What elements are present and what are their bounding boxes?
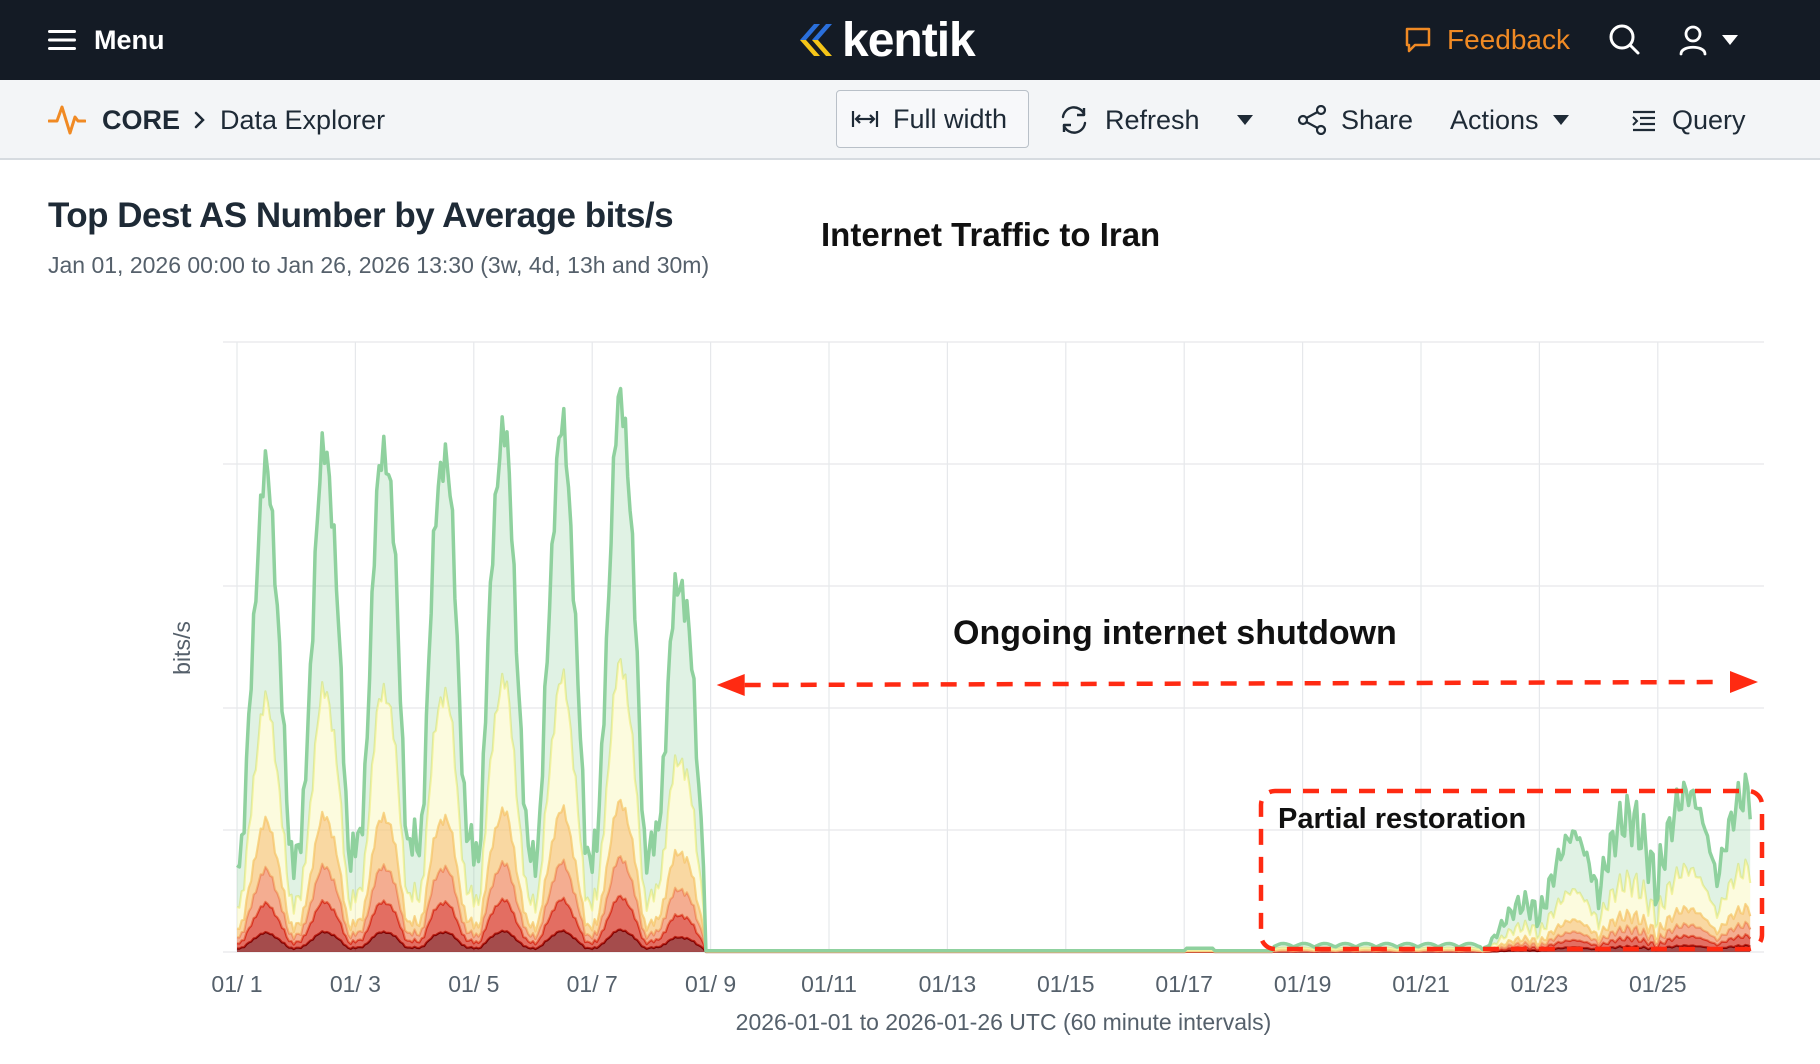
hamburger-icon [48, 30, 76, 50]
x-tick-label: 01/25 [1629, 971, 1687, 997]
x-tick-label: 01/19 [1274, 971, 1332, 997]
user-menu-button[interactable] [1678, 22, 1738, 58]
query-button[interactable]: Query [1630, 100, 1746, 140]
kentik-logo-icon [800, 24, 832, 56]
series-line-0 [236, 386, 1752, 953]
actions-label: Actions [1450, 104, 1539, 135]
x-tick-label: 01/ 3 [330, 971, 381, 997]
x-tick-label: 01/23 [1511, 971, 1569, 997]
y-axis-label: bits/s [169, 621, 195, 675]
menu-label: Menu [94, 24, 165, 55]
share-label: Share [1341, 104, 1414, 135]
x-tick-label: 01/ 9 [685, 971, 736, 997]
query-list-icon [1632, 110, 1655, 132]
caret-down-icon [1552, 115, 1569, 125]
search-button[interactable] [1607, 22, 1643, 58]
shutdown-arrow-line [744, 679, 1725, 688]
feedback-label: Feedback [1447, 24, 1570, 55]
feedback-icon [1405, 27, 1431, 53]
chart-title: Top Dest AS Number by Average bits/s [48, 196, 674, 235]
caret-down-icon [1237, 115, 1253, 125]
feedback-button[interactable]: Feedback [1403, 22, 1570, 58]
series-area-2 [237, 799, 1751, 952]
x-tick-label: 01/13 [919, 971, 977, 997]
series-area-0 [237, 388, 1751, 952]
top-nav: Menu kentik Feedback [0, 0, 1820, 80]
shutdown-arrow-head-right [1730, 671, 1758, 693]
caret-down-icon [1722, 35, 1738, 45]
menu-button[interactable]: Menu [48, 22, 165, 58]
x-tick-label: 01/ 1 [211, 971, 262, 997]
refresh-dropdown-button[interactable] [1237, 100, 1253, 140]
full-width-label: Full width [893, 103, 1008, 134]
annotation-restoration-label: Partial restoration [1278, 803, 1527, 835]
breadcrumb: CORE Data Explorer [48, 100, 385, 140]
series-area-4 [237, 895, 1751, 952]
kentik-logo[interactable]: kentik [796, 13, 976, 67]
query-label: Query [1672, 104, 1746, 135]
chevron-right-icon [194, 111, 205, 129]
shutdown-arrow-head-left [716, 674, 745, 696]
x-axis-label: 2026-01-01 to 2026-01-26 UTC (60 minute … [736, 1009, 1272, 1035]
annotation-shutdown-label: Ongoing internet shutdown [953, 614, 1397, 652]
series-area-3 [237, 856, 1751, 952]
logo-text: kentik [842, 13, 976, 67]
breadcrumb-root[interactable]: CORE [102, 104, 181, 135]
refresh-icon [1061, 106, 1087, 134]
series-area-1 [237, 659, 1751, 952]
full-width-button[interactable]: Full width [836, 90, 1029, 148]
x-tick-label: 01/21 [1392, 971, 1450, 997]
share-icon [1297, 105, 1327, 135]
share-button[interactable]: Share [1297, 100, 1413, 140]
x-tick-label: 01/ 5 [448, 971, 499, 997]
restoration-box [1258, 788, 1765, 952]
refresh-label: Refresh [1105, 104, 1200, 135]
series-area-5 [237, 929, 1751, 952]
expand-horizontal-icon [851, 111, 879, 127]
toolbar: CORE Data Explorer Full width Refresh [0, 80, 1820, 160]
annotation-overlay-title: Internet Traffic to Iran [821, 216, 1161, 253]
actions-button[interactable]: Actions [1450, 100, 1569, 140]
x-tick-label: 01/17 [1155, 971, 1213, 997]
chart-time-range: Jan 01, 2026 00:00 to Jan 26, 2026 13:30… [48, 252, 710, 278]
x-tick-label: 01/11 [801, 971, 857, 997]
search-icon [1609, 24, 1640, 55]
x-tick-label: 01/ 7 [567, 971, 618, 997]
x-tick-label: 01/15 [1037, 971, 1095, 997]
breadcrumb-current: Data Explorer [220, 104, 386, 135]
pulse-icon [48, 105, 86, 135]
refresh-button[interactable]: Refresh [1057, 100, 1200, 140]
user-icon [1679, 25, 1707, 56]
